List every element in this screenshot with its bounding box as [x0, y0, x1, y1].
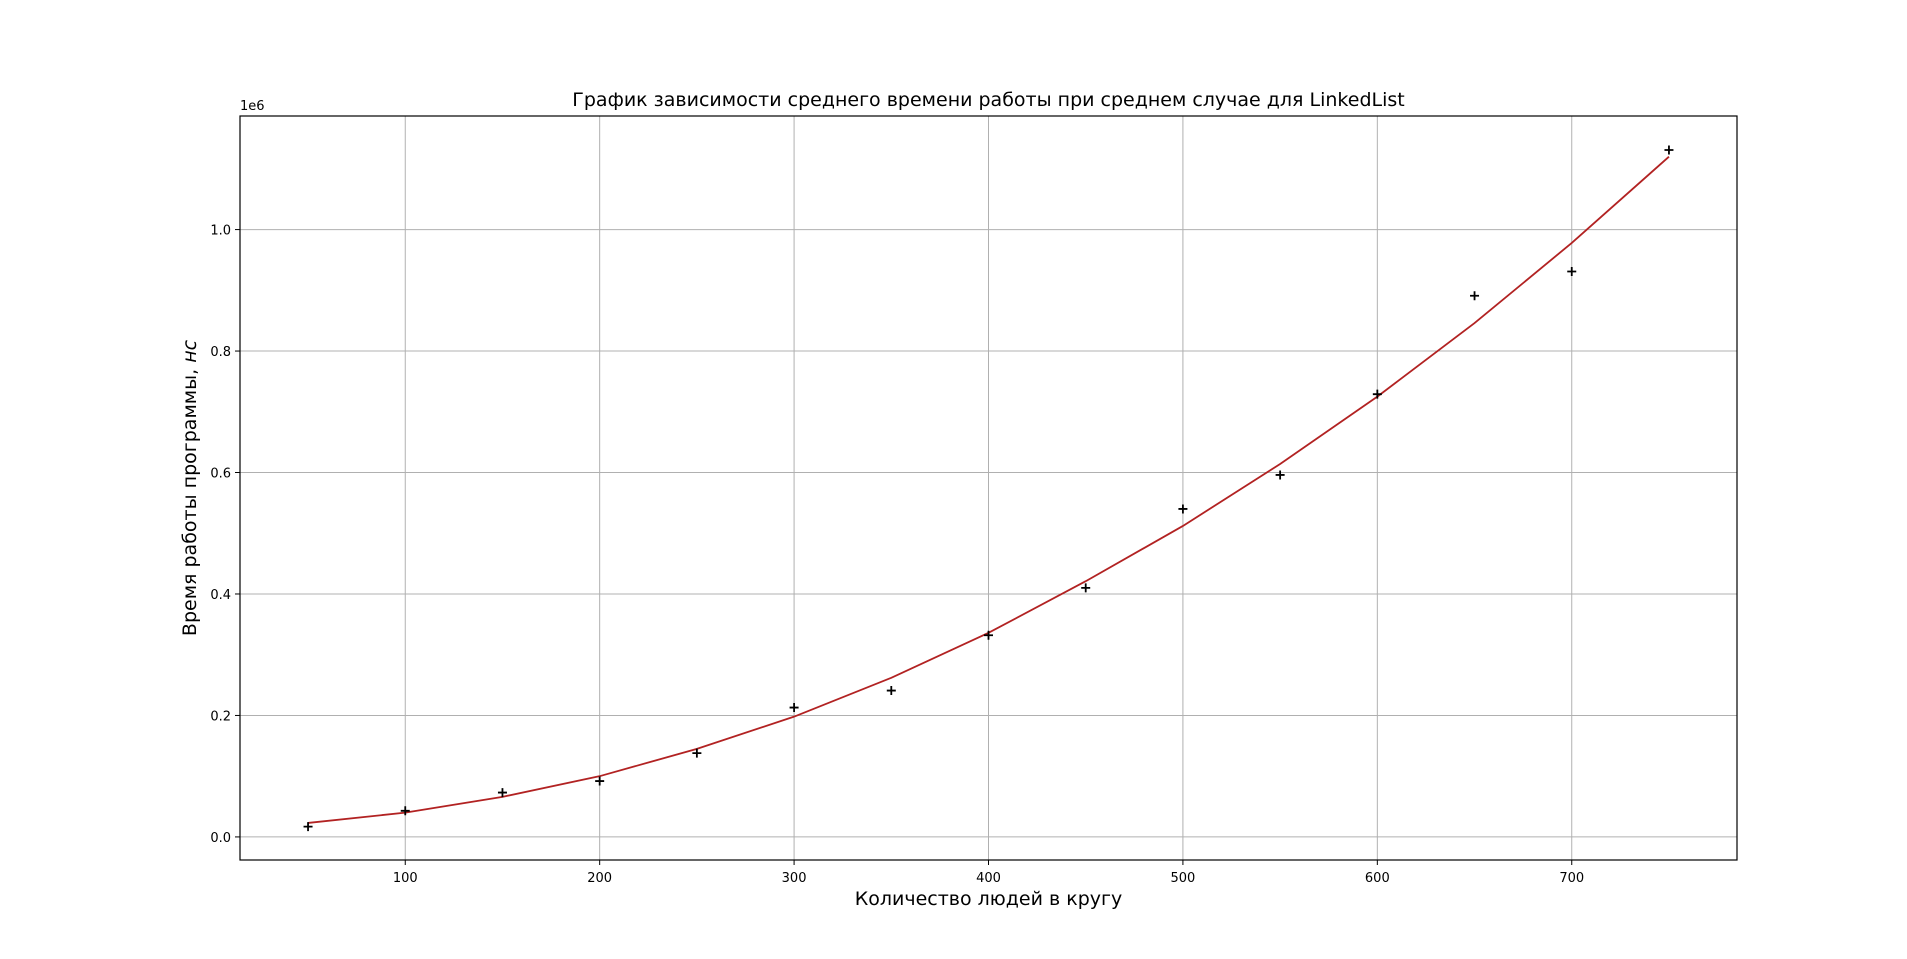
grid — [240, 116, 1737, 860]
data-point — [886, 686, 896, 696]
data-point — [303, 822, 313, 832]
data-point — [1470, 291, 1480, 301]
axis-ticks: 100 200 300 400 500 600 700 0.0 0.2 0.4 0.6 0.8 1.0 — [210, 224, 1584, 886]
data-point — [1081, 583, 1091, 593]
data-point — [497, 788, 507, 798]
x-tick-label: 700 — [1559, 871, 1584, 886]
data-point — [1372, 389, 1382, 399]
data-point — [984, 630, 993, 640]
y-tick-label: 0.4 — [210, 588, 231, 603]
data-point — [692, 748, 702, 758]
data-point — [595, 776, 605, 786]
x-tick-label: 300 — [782, 871, 807, 886]
x-tick-label: 100 — [393, 871, 418, 886]
y-axis-label-main: Время работы программы, — [179, 363, 201, 636]
y-tick-label: 0.0 — [210, 831, 231, 846]
y-axis-label-unit: нс — [179, 339, 201, 362]
x-axis-label: Количество людей в кругу — [855, 888, 1123, 910]
x-tick-label: 200 — [587, 871, 612, 886]
x-tick-label: 400 — [976, 871, 1001, 886]
chart-title: График зависимости среднего времени рабо… — [572, 89, 1404, 111]
x-tick-label: 500 — [1171, 871, 1196, 886]
data-point — [400, 806, 410, 816]
x-tick-label: 600 — [1365, 871, 1390, 886]
data-point — [789, 703, 799, 713]
y-tick-label: 1.0 — [210, 224, 231, 239]
y-tick-label: 0.8 — [210, 345, 231, 360]
data-point — [1567, 266, 1577, 276]
y-tick-label: 0.2 — [210, 709, 231, 724]
data-point — [1664, 145, 1674, 155]
data-point — [1178, 504, 1188, 514]
y-axis-offset-text: 1e6 — [240, 99, 265, 114]
data-point — [1275, 470, 1285, 480]
plot-data — [303, 145, 1674, 832]
y-tick-label: 0.6 — [210, 467, 231, 482]
y-axis-label: Время работы программы, нс — [179, 339, 201, 636]
